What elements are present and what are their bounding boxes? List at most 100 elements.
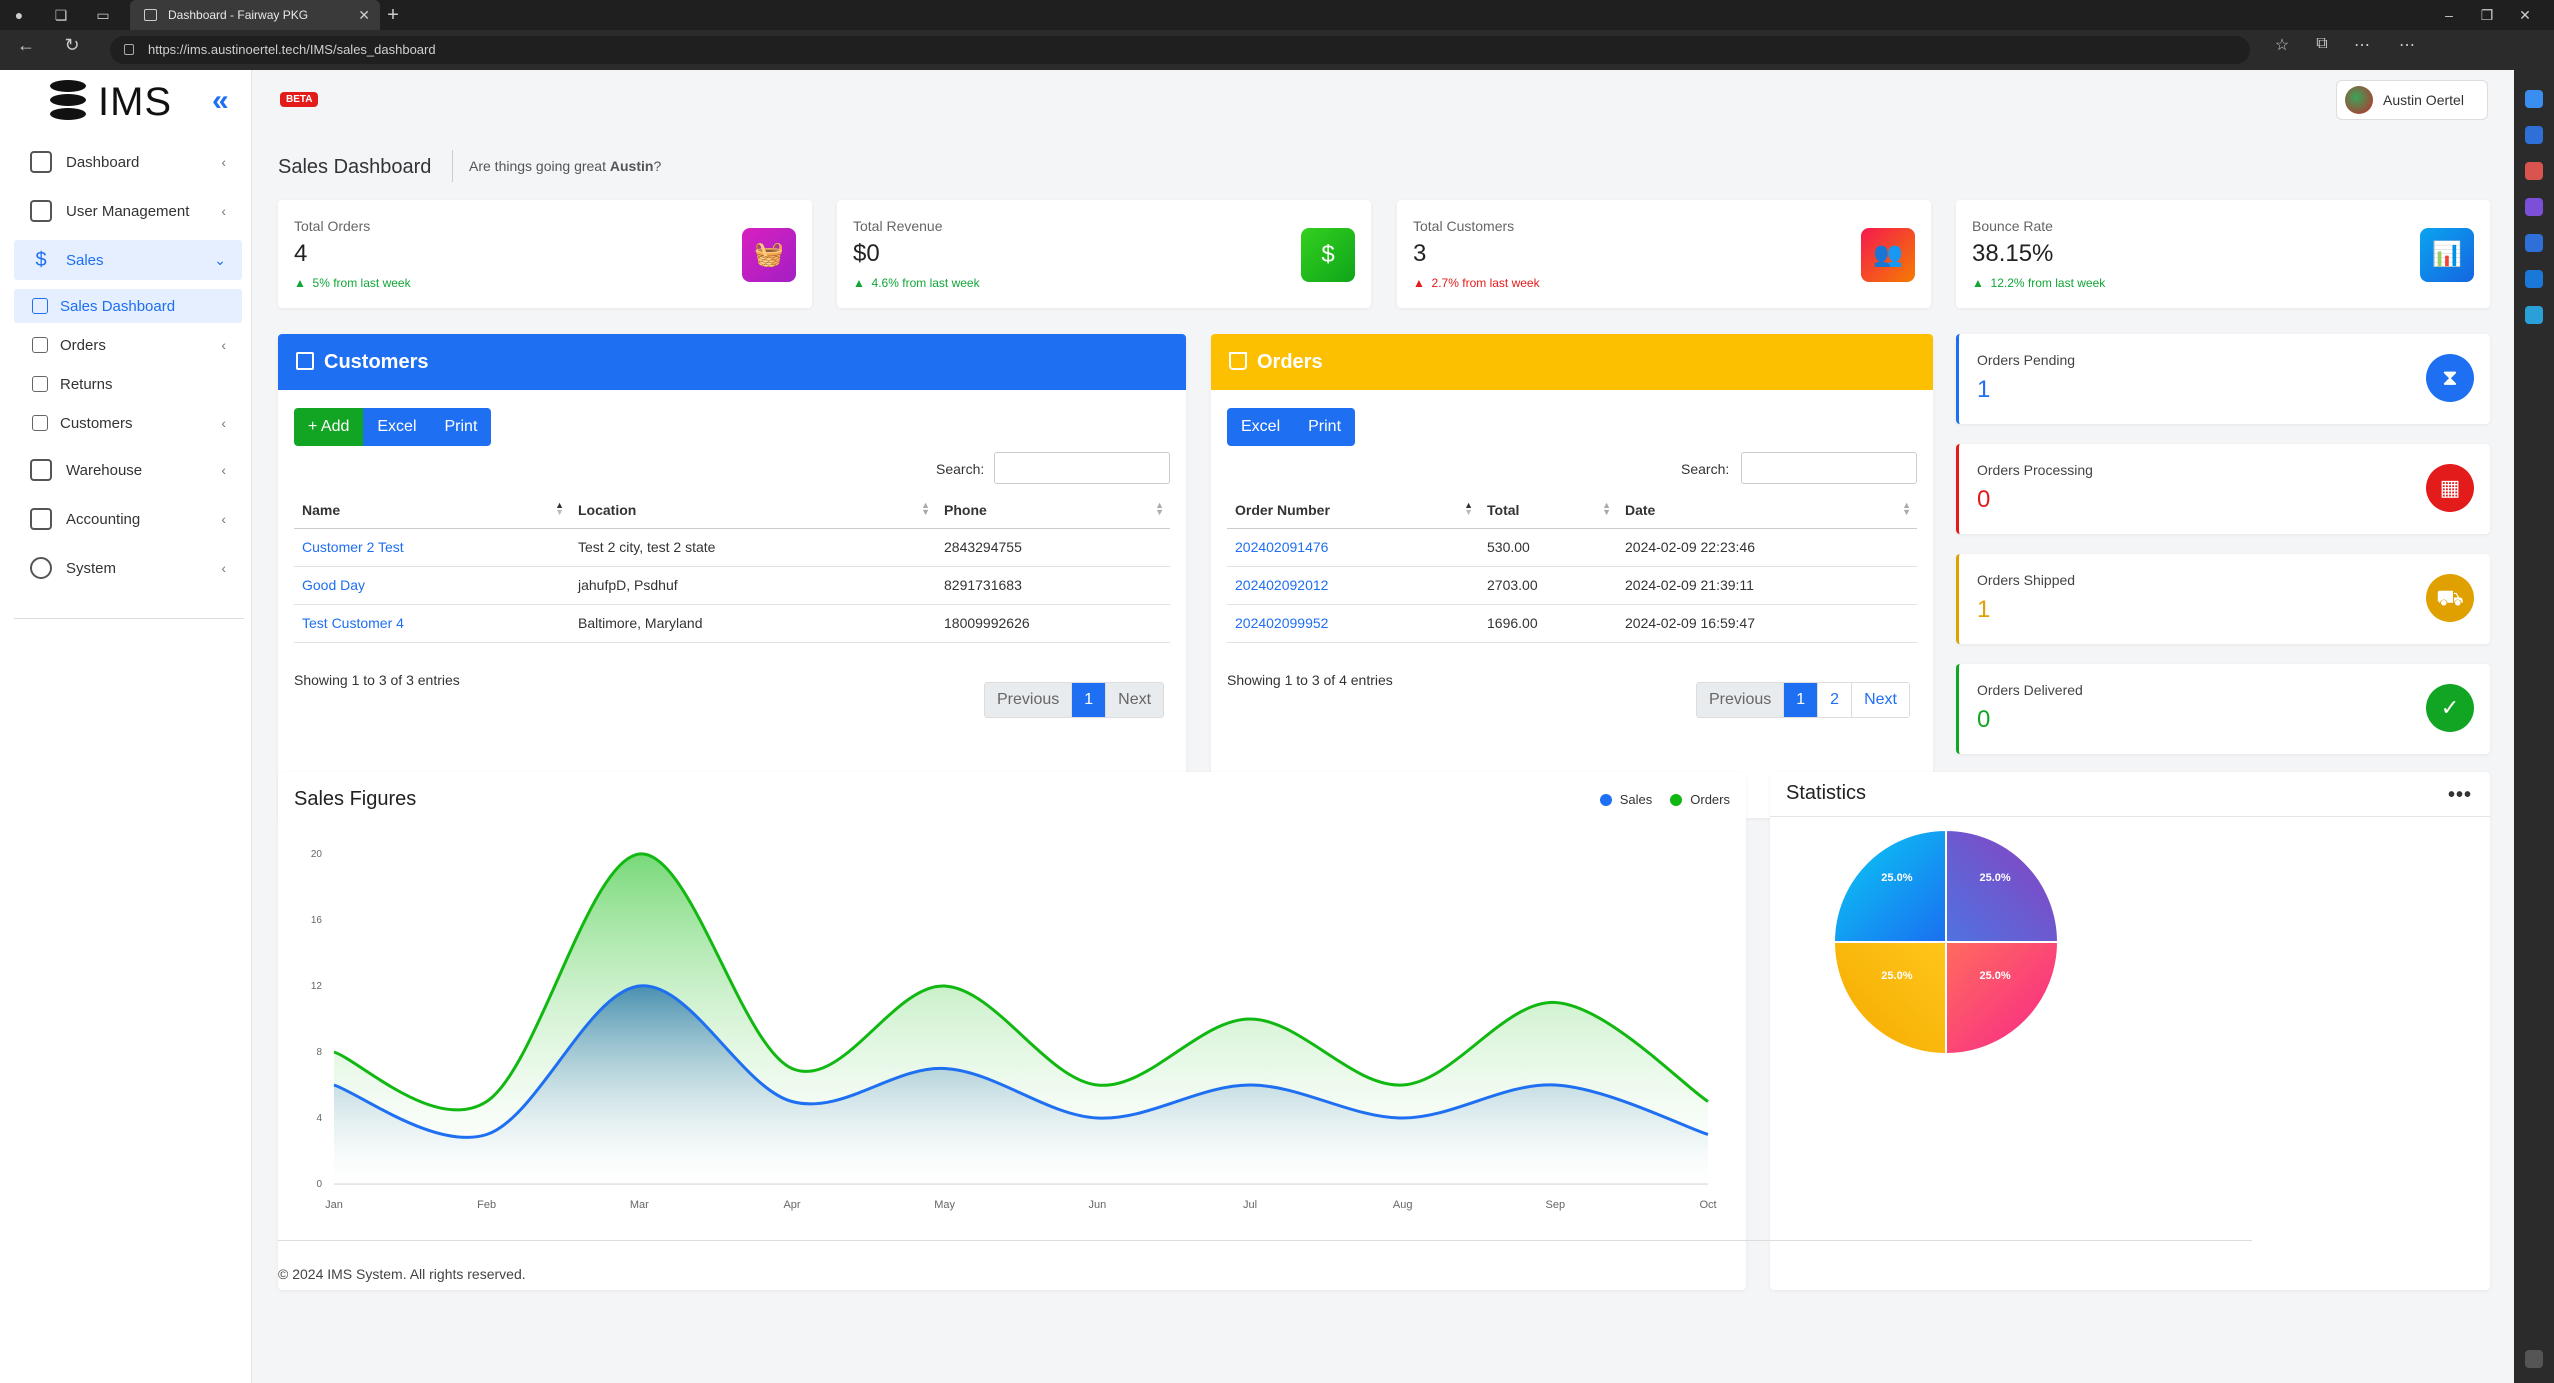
- sidebar-item-label: Accounting: [66, 510, 141, 528]
- customers-header: Customers: [278, 334, 1186, 390]
- page-button-1[interactable]: 1: [1071, 683, 1106, 717]
- customer-link[interactable]: Customer 2 Test: [294, 528, 570, 567]
- area-sales: [334, 985, 1708, 1184]
- logo-text: IMS: [98, 79, 173, 124]
- next-page-button[interactable]: Next: [1105, 683, 1164, 717]
- sidebar-subitem-label: Sales Dashboard: [60, 297, 176, 315]
- rail-settings-icon[interactable]: [2525, 1350, 2543, 1368]
- app-logo[interactable]: IMS: [50, 74, 172, 130]
- pie-slice[interactable]: [1832, 828, 1947, 943]
- stat-change: ▲ 4.6% from last week: [853, 276, 980, 290]
- chevron-left-icon: ‹: [221, 415, 226, 431]
- previous-page-button[interactable]: Previous: [985, 683, 1072, 717]
- y-tick-label: 12: [311, 981, 323, 992]
- sidebar-item-accounting[interactable]: Accounting ‹: [14, 499, 242, 539]
- excel-button[interactable]: Excel: [1227, 408, 1295, 446]
- sidebar-collapse-icon[interactable]: «: [212, 84, 229, 117]
- page-button-1[interactable]: 1: [1783, 683, 1818, 717]
- warehouse-icon: [30, 459, 52, 481]
- search-icon[interactable]: [2525, 90, 2543, 108]
- pie-slice[interactable]: [1945, 941, 2060, 1056]
- sidebar-subitem-returns[interactable]: Returns: [14, 367, 242, 401]
- customer-link[interactable]: Test Customer 4: [294, 604, 570, 643]
- excel-button[interactable]: Excel: [363, 408, 431, 446]
- table-row: 202402092012 2703.00 2024-02-09 21:39:11: [1227, 566, 1917, 605]
- next-page-button[interactable]: Next: [1851, 683, 1909, 717]
- column-header[interactable]: Order Number ▲ ▼: [1227, 492, 1479, 529]
- print-button[interactable]: Print: [1294, 408, 1356, 446]
- tab-actions-icon[interactable]: ▭: [96, 7, 110, 23]
- customers-pagination: Previous 1 Next: [984, 682, 1165, 718]
- minimize-icon[interactable]: –: [2445, 7, 2453, 23]
- chevron-left-icon: ‹: [221, 203, 226, 219]
- sidebar-subitem-label: Returns: [60, 375, 113, 393]
- lock-icon: [124, 44, 134, 55]
- extensions-icon[interactable]: ⋯: [2354, 37, 2370, 54]
- browser-titlebar: ● ❏ ▭ Dashboard - Fairway PKG ✕ + – ❐ ✕: [0, 0, 2554, 30]
- status-count: 1: [1977, 596, 1991, 623]
- avatar: [2345, 86, 2373, 114]
- new-tab-icon[interactable]: +: [387, 4, 399, 26]
- sidebar-subitem-customers[interactable]: Customers ‹: [14, 406, 242, 440]
- orders-search-input[interactable]: [1741, 452, 1917, 484]
- order-link[interactable]: 202402091476: [1227, 528, 1479, 567]
- address-bar: ← ↻ https://ims.austinoertel.tech/IMS/sa…: [0, 30, 2554, 70]
- games-icon[interactable]: [2525, 198, 2543, 216]
- column-header[interactable]: Date ▲ ▼: [1617, 492, 1917, 529]
- sidebar-item-user-management[interactable]: User Management ‹: [14, 191, 242, 231]
- cart-icon: [32, 337, 48, 353]
- legend-orders[interactable]: Orders: [1690, 792, 1730, 807]
- series-line-orders: [333, 852, 1709, 1112]
- print-button[interactable]: Print: [430, 408, 492, 446]
- send-icon[interactable]: [2525, 306, 2543, 324]
- x-tick-label: Sep: [1546, 1199, 1566, 1211]
- y-tick-label: 0: [316, 1179, 322, 1190]
- order-link[interactable]: 202402099952: [1227, 604, 1479, 643]
- sidebar-item-warehouse[interactable]: Warehouse ‹: [14, 450, 242, 490]
- column-header[interactable]: Name ▲ ▼: [294, 492, 570, 529]
- pie-slice[interactable]: [1945, 828, 2060, 943]
- browser-tab[interactable]: Dashboard - Fairway PKG ✕: [130, 0, 380, 30]
- money-icon: $: [1301, 228, 1355, 282]
- settings-more-icon[interactable]: ⋯: [2399, 37, 2415, 54]
- add-customer-button[interactable]: + Add: [294, 408, 364, 446]
- sidebar: IMS « Dashboard ‹ User Management ‹ $ Sa…: [0, 70, 252, 1383]
- more-options-icon[interactable]: •••: [2447, 784, 2472, 806]
- orders-table: Order Number ▲ ▼ Total ▲ ▼ Date ▲ ▼ 2024020914…: [1227, 492, 1917, 643]
- outlook-icon[interactable]: [2525, 270, 2543, 288]
- pie-slice[interactable]: [1832, 941, 1947, 1056]
- window-close-icon[interactable]: ✕: [2519, 7, 2531, 23]
- workspaces-icon[interactable]: ❏: [54, 7, 68, 23]
- url-field[interactable]: https://ims.austinoertel.tech/IMS/sales_…: [110, 36, 2250, 64]
- column-header[interactable]: Phone ▲ ▼: [936, 492, 1170, 529]
- sidebar-item-dashboard[interactable]: Dashboard ‹: [14, 142, 242, 182]
- order-link[interactable]: 202402092012: [1227, 566, 1479, 605]
- favorites-icon[interactable]: ☆: [2274, 37, 2290, 54]
- user-menu[interactable]: Austin Oertel: [2336, 80, 2488, 120]
- column-header[interactable]: Total ▲ ▼: [1479, 492, 1617, 529]
- sidebar-menu: Dashboard ‹ User Management ‹ $ Sales ⌄ …: [14, 142, 242, 597]
- page-button-2[interactable]: 2: [1817, 683, 1852, 717]
- shopping-icon[interactable]: [2525, 126, 2543, 144]
- maximize-icon[interactable]: ❐: [2480, 7, 2494, 23]
- sidebar-subitem-orders[interactable]: Orders ‹: [14, 328, 242, 362]
- profile-icon[interactable]: ●: [14, 7, 24, 23]
- back-icon[interactable]: ←: [17, 35, 35, 55]
- sidebar-item-sales[interactable]: $ Sales ⌄: [14, 240, 242, 280]
- customer-link[interactable]: Good Day: [294, 566, 570, 605]
- sidebar-subitem-sales-dashboard[interactable]: Sales Dashboard: [14, 289, 242, 323]
- tools-icon[interactable]: [2525, 162, 2543, 180]
- users-icon: [30, 200, 52, 222]
- copilot-icon[interactable]: [2525, 234, 2543, 252]
- table-info: Showing 1 to 3 of 4 entries: [1227, 672, 1393, 688]
- tab-close-icon[interactable]: ✕: [358, 7, 370, 23]
- collections-icon[interactable]: ⧉: [2316, 35, 2328, 52]
- customers-search-input[interactable]: [994, 452, 1170, 484]
- column-header[interactable]: Location ▲ ▼: [570, 492, 936, 529]
- previous-page-button[interactable]: Previous: [1697, 683, 1784, 717]
- tab-favicon-icon: [144, 9, 157, 21]
- legend-sales[interactable]: Sales: [1619, 792, 1653, 807]
- sidebar-item-label: User Management: [66, 202, 190, 220]
- sidebar-item-system[interactable]: System ‹: [14, 548, 242, 588]
- refresh-icon[interactable]: ↻: [64, 35, 80, 55]
